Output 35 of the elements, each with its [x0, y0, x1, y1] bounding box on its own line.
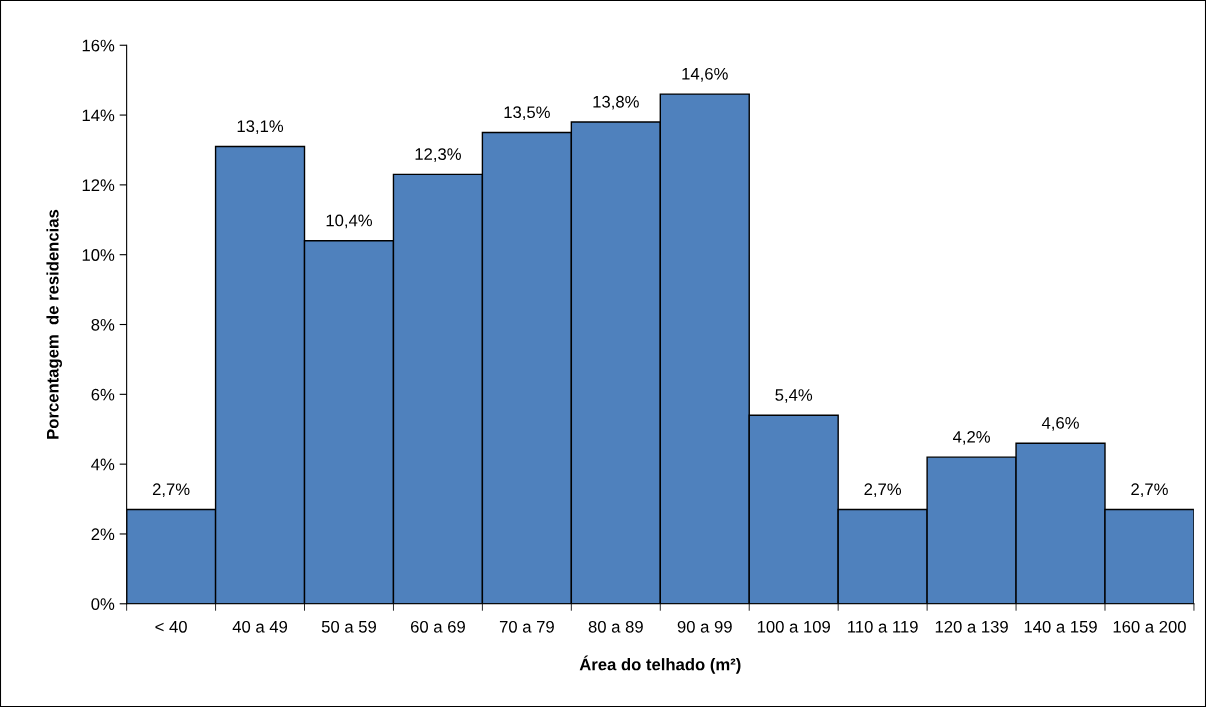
x-tick-label: 80 a 89	[588, 620, 643, 633]
x-tick-label: 90 a 99	[677, 620, 732, 633]
x-tick-label: 110 a 119	[848, 620, 918, 633]
data-label: 12,3%	[415, 148, 461, 162]
data-label: 5,4%	[775, 389, 813, 403]
data-label: 10,4%	[326, 214, 373, 229]
y-tick-label: 4%	[91, 458, 115, 471]
y-tick-label: 0%	[91, 598, 115, 610]
data-label: 13,5%	[504, 106, 550, 121]
y-tick-label: 10%	[82, 249, 115, 261]
x-tick-label: 120 a 139	[935, 620, 1008, 633]
x-tick-label: 50 a 59	[321, 620, 376, 633]
x-axis-title: Área do telhado (m²)	[579, 655, 741, 674]
y-tick-label: 12%	[82, 179, 115, 192]
data-label: 4,6%	[1041, 416, 1079, 431]
y-tick-label: 6%	[91, 388, 115, 401]
y-axis-title: Porcentagem de residencias	[46, 209, 63, 439]
y-tick-label: 14%	[82, 109, 115, 122]
x-tick-label: 100 a 109	[757, 620, 830, 633]
data-label: 14,6%	[682, 67, 728, 82]
data-label: 2,7%	[864, 483, 902, 498]
data-label: 2,7%	[152, 483, 190, 498]
x-tick-label: < 40	[155, 620, 187, 633]
x-tick-label: 70 a 79	[499, 620, 554, 633]
y-tick-label: 2%	[91, 528, 115, 541]
data-label: 13,1%	[237, 120, 284, 135]
data-label: 4,2%	[952, 430, 990, 445]
data-label: 2,7%	[1131, 483, 1168, 498]
y-tick-label: 16%	[82, 39, 115, 52]
x-tick-label: 140 a 159	[1024, 620, 1097, 633]
x-tick-label: 60 a 69	[410, 620, 465, 633]
data-label: 13,8%	[593, 95, 639, 110]
x-tick-label: 40 a 49	[232, 620, 288, 633]
x-tick-label: 160 a 200	[1113, 620, 1186, 633]
y-tick-label: 8%	[91, 318, 115, 331]
